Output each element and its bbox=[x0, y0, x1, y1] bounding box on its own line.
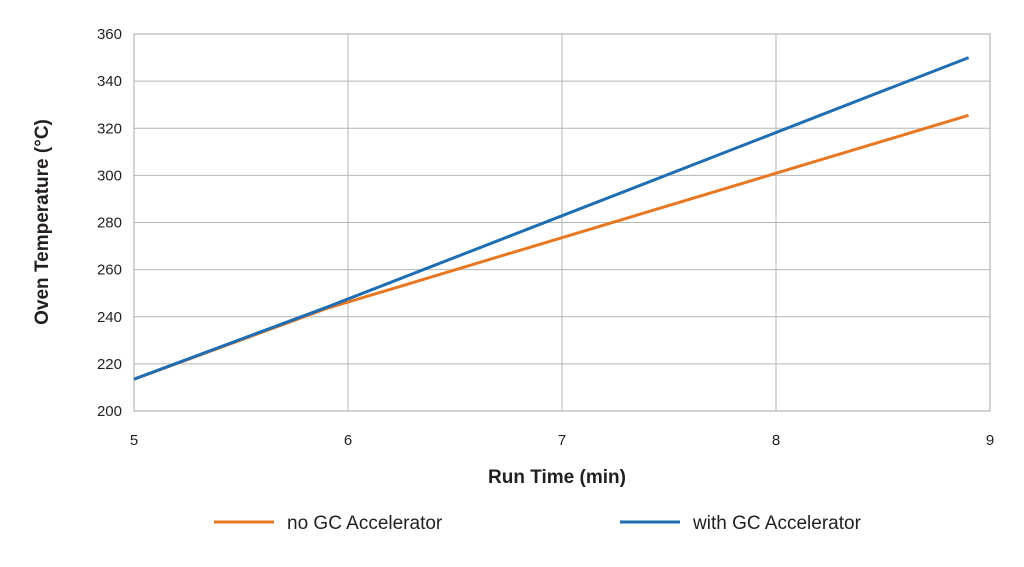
x-tick-label: 8 bbox=[772, 432, 780, 449]
plot-border bbox=[133, 33, 991, 412]
y-tick-label: 280 bbox=[97, 215, 122, 232]
x-tick-label: 9 bbox=[986, 432, 994, 449]
y-tick-label: 360 bbox=[97, 26, 122, 43]
y-tick-label: 200 bbox=[97, 403, 122, 420]
legend-label: with GC Accelerator bbox=[692, 513, 862, 534]
series-lines bbox=[133, 56, 970, 381]
x-tick-label: 7 bbox=[558, 432, 566, 449]
legend-label: no GC Accelerator bbox=[287, 513, 443, 534]
x-axis-title: Run Time (min) bbox=[488, 467, 626, 488]
y-tick-label: 320 bbox=[97, 120, 122, 137]
x-axis-ticks: 5 6 7 8 9 bbox=[130, 432, 994, 449]
y-tick-label: 300 bbox=[97, 167, 122, 184]
y-tick-label: 340 bbox=[97, 73, 122, 90]
y-tick-label: 240 bbox=[97, 309, 122, 326]
x-tick-label: 6 bbox=[344, 432, 352, 449]
series-line-1 bbox=[133, 113, 970, 381]
y-axis-title: Oven Temperature (°C) bbox=[32, 119, 53, 325]
y-tick-label: 220 bbox=[97, 356, 122, 373]
plot-area bbox=[133, 33, 991, 412]
grid-lines bbox=[133, 33, 991, 412]
y-tick-label: 260 bbox=[97, 262, 122, 279]
x-tick-label: 5 bbox=[130, 432, 138, 449]
legend: no GC Accelerator with GC Accelerator bbox=[214, 513, 862, 534]
series-line-2 bbox=[133, 56, 970, 381]
y-axis-ticks: 200 220 240 260 280 300 320 340 360 bbox=[97, 26, 122, 420]
